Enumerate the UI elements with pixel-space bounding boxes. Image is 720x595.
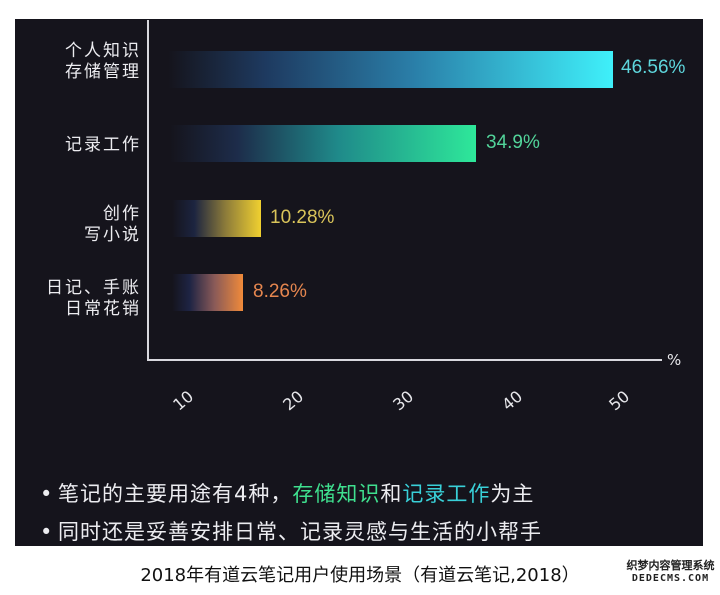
bullet-icon: • [40, 520, 54, 544]
chart-panel: % 个人知识 存储管理 记录工作 创作 写小说 日记、手账 日常花销 46.56… [15, 19, 703, 546]
figure-caption: 2018年有道云笔记用户使用场景（有道云笔记,2018） [140, 565, 580, 586]
note-highlight: 存储知识 [292, 482, 381, 506]
category-label: 创作 写小说 [84, 204, 141, 245]
x-tick-label: 30 [389, 386, 418, 415]
bar-diary-expenses [172, 274, 243, 311]
bar-creative-writing [172, 200, 261, 237]
x-tick-label: 40 [498, 386, 527, 415]
x-tick-label: 50 [605, 386, 634, 415]
value-label: 8.26% [253, 281, 307, 302]
bar-personal-knowledge [168, 51, 613, 88]
watermark-line: DEDECMS.COM [631, 573, 710, 584]
note-highlight: 记录工作 [402, 482, 491, 506]
bullet-icon: • [40, 482, 54, 506]
watermark: 织梦内容管理系统 DEDECMS.COM [623, 559, 718, 585]
watermark-line: 织梦内容管理系统 [626, 559, 715, 572]
x-axis-line [147, 359, 662, 361]
category-label: 日记、手账 日常花销 [46, 278, 141, 319]
value-label: 10.28% [270, 207, 335, 228]
note-line-1: • 笔记的主要用途有4种，存储知识和记录工作为主 [40, 478, 534, 508]
x-tick-label: 20 [279, 386, 308, 415]
value-label: 46.56% [621, 57, 686, 78]
category-label: 个人知识 存储管理 [65, 41, 141, 82]
bar-record-work [170, 125, 476, 162]
category-label: 记录工作 [65, 135, 141, 155]
x-axis-unit: % [667, 351, 682, 369]
x-tick-label: 10 [169, 386, 198, 415]
value-label: 34.9% [486, 132, 540, 153]
note-line-2: • 同时还是妥善安排日常、记录灵感与生活的小帮手 [40, 516, 542, 546]
note-text: 笔记的主要用途有4种， [58, 482, 293, 506]
note-text: 和 [380, 482, 403, 506]
note-text: 同时还是妥善安排日常、记录灵感与生活的小帮手 [58, 520, 542, 544]
note-text: 为主 [490, 482, 535, 506]
y-axis-line [147, 20, 149, 360]
